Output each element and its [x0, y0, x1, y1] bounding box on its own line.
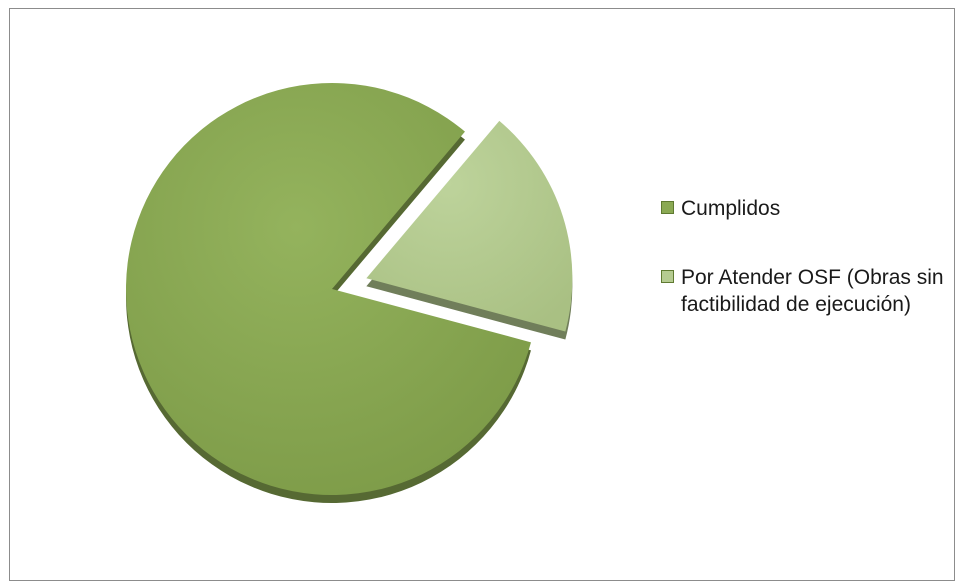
legend-swatch-por-atender [661, 270, 674, 283]
legend: Cumplidos Por Atender OSF (Obras sin fac… [661, 195, 951, 360]
pie-slice-1 [366, 120, 573, 332]
legend-label-por-atender: Por Atender OSF (Obras sin factibilidad … [681, 266, 944, 316]
pie-chart [126, 82, 573, 504]
legend-item-por-atender: Por Atender OSF (Obras sin factibilidad … [661, 264, 951, 318]
legend-swatch-cumplidos [661, 201, 674, 214]
chart-area: Cumplidos Por Atender OSF (Obras sin fac… [9, 8, 955, 581]
pie-slice-0 [126, 82, 531, 495]
legend-item-cumplidos: Cumplidos [661, 195, 951, 222]
legend-label-cumplidos: Cumplidos [681, 197, 781, 220]
